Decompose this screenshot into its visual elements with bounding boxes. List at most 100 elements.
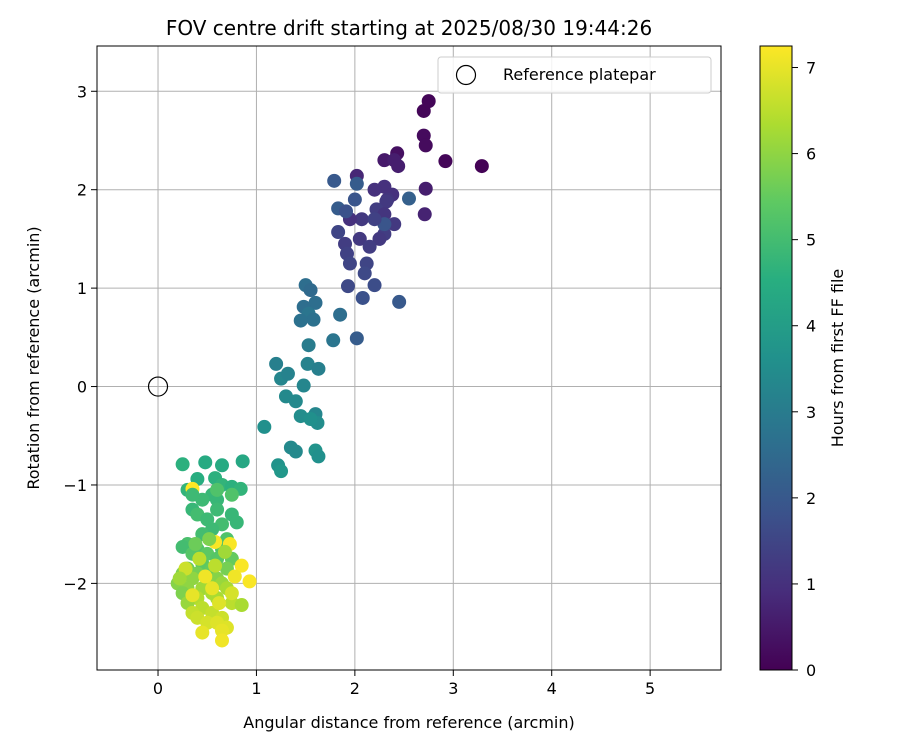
data-point <box>311 361 326 376</box>
x-tick-label: 3 <box>448 679 458 698</box>
reference-marker <box>147 376 169 397</box>
data-point <box>333 307 348 322</box>
chart-title: FOV centre drift starting at 2025/08/30 … <box>166 16 652 40</box>
data-point <box>208 558 223 573</box>
data-point <box>214 458 229 473</box>
data-point <box>303 412 318 427</box>
data-point <box>198 569 213 584</box>
data-point <box>392 294 407 309</box>
data-point <box>210 502 225 517</box>
data-point <box>301 338 316 353</box>
data-point <box>269 356 284 371</box>
data-point <box>210 492 225 507</box>
data-point <box>212 596 227 611</box>
data-point <box>175 457 190 472</box>
data-point <box>391 159 406 174</box>
data-point <box>303 283 318 298</box>
data-point <box>185 487 200 502</box>
data-point <box>367 182 382 197</box>
data-point <box>357 266 372 281</box>
data-point <box>214 633 229 648</box>
data-point <box>175 539 190 554</box>
data-point <box>224 586 239 601</box>
data-point <box>362 239 377 254</box>
data-point <box>379 194 394 209</box>
data-point <box>377 153 392 168</box>
data-point <box>308 295 323 310</box>
data-point <box>210 482 225 497</box>
data-point <box>214 623 229 638</box>
y-tick-label: 0 <box>77 378 87 397</box>
data-point <box>354 212 369 227</box>
data-point <box>172 571 187 586</box>
colorbar-tick-label: 4 <box>806 317 816 336</box>
y-tick-label: −2 <box>63 574 87 593</box>
data-point <box>418 138 433 153</box>
data-point <box>192 551 207 566</box>
data-point <box>339 204 354 219</box>
y-ticks: −2 −1 0 1 2 3 <box>63 82 97 593</box>
colorbar-tick-label: 0 <box>806 661 816 680</box>
legend-marker <box>455 64 477 86</box>
y-tick-label: −1 <box>63 476 87 495</box>
data-point <box>352 231 367 246</box>
data-point <box>234 558 249 573</box>
data-point <box>188 537 203 552</box>
plot-frame <box>96 45 722 671</box>
x-ticks: 0 1 2 3 4 5 <box>153 670 655 698</box>
x-tick-label: 2 <box>350 679 360 698</box>
data-point <box>387 217 402 232</box>
colorbar-label: Hours from first FF file <box>828 269 847 448</box>
data-point <box>306 312 321 327</box>
colorbar-tick-label: 2 <box>806 489 816 508</box>
legend: Reference platepar <box>437 56 712 94</box>
colorbar-ticks: 0 1 2 3 4 5 6 7 <box>792 59 816 680</box>
data-point <box>257 419 272 434</box>
data-point <box>367 212 382 227</box>
x-tick-label: 5 <box>645 679 655 698</box>
data-point <box>235 454 250 469</box>
colorbar-tick-label: 7 <box>806 59 816 78</box>
data-point <box>367 278 382 293</box>
data-point <box>234 598 249 613</box>
y-axis-label: Rotation from reference (arcmin) <box>24 226 43 489</box>
data-point <box>288 444 303 459</box>
data-point <box>372 231 387 246</box>
data-point <box>326 333 341 348</box>
data-point <box>296 378 311 393</box>
data-point <box>280 366 295 381</box>
colorbar-tick-label: 3 <box>806 403 816 422</box>
data-point <box>421 94 436 109</box>
data-point <box>205 581 220 596</box>
data-point <box>474 159 489 174</box>
data-point <box>274 464 289 479</box>
data-point <box>402 191 416 206</box>
data-point <box>300 356 315 371</box>
data-point <box>198 455 213 470</box>
reference-point <box>147 376 169 397</box>
colorbar-tick-label: 6 <box>806 145 816 164</box>
data-point <box>340 279 355 294</box>
x-tick-label: 4 <box>547 679 557 698</box>
data-point <box>331 225 346 240</box>
data-point <box>293 313 308 328</box>
y-tick-label: 3 <box>77 82 87 101</box>
y-tick-label: 1 <box>77 279 87 298</box>
data-point <box>224 487 239 502</box>
data-point <box>342 256 357 271</box>
x-axis-label: Angular distance from reference (arcmin) <box>243 713 574 732</box>
y-tick-label: 2 <box>77 181 87 200</box>
data-point <box>349 176 364 191</box>
data-point <box>417 207 432 222</box>
grid <box>97 46 721 670</box>
colorbar-tick-label: 1 <box>806 575 816 594</box>
legend-box <box>437 56 712 94</box>
data-point <box>195 625 210 640</box>
data-point <box>227 569 242 584</box>
x-tick-label: 0 <box>153 679 163 698</box>
data-point <box>355 290 370 305</box>
colorbar-gradient <box>759 45 793 671</box>
colorbar-tick-label: 5 <box>806 231 816 250</box>
data-point <box>242 574 257 589</box>
